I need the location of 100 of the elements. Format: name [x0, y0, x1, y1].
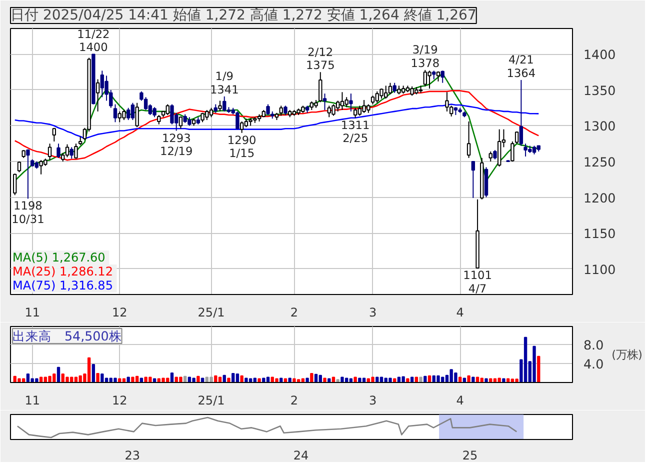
chart-title: 日付 2025/04/25 14:41 始値 1,272 高値 1,272 安値 1,264 終値 1,267 — [10, 8, 476, 24]
text: MA(25) 1,286.12 — [12, 264, 113, 278]
candlestick — [380, 88, 384, 100]
x-tick-label: 4 — [456, 394, 464, 408]
x-tick-label: 11 — [24, 394, 40, 408]
bar — [232, 372, 235, 382]
bar — [284, 378, 288, 382]
x-tick-label: 25 — [462, 448, 478, 462]
y-tick-label: 1350 — [584, 82, 616, 98]
candlestick — [17, 161, 22, 173]
annotation: 1311 2/25 — [340, 118, 370, 146]
chart-title: 出来高 54,500株 — [12, 328, 122, 344]
bar — [428, 375, 432, 382]
candlestick — [493, 150, 497, 160]
candlestick — [445, 92, 449, 112]
bar — [240, 375, 244, 382]
candlestick — [56, 143, 60, 158]
candlestick — [178, 116, 183, 130]
bar — [258, 378, 261, 382]
candlestick — [497, 128, 502, 168]
x-tick-label: 12 — [112, 394, 128, 408]
bar — [118, 378, 122, 382]
bar — [462, 378, 466, 382]
annotation: 1101 4/7 — [463, 268, 492, 296]
bar — [275, 378, 278, 382]
bar — [26, 373, 30, 382]
bar — [288, 378, 292, 382]
candlestick — [488, 150, 492, 162]
candlestick — [222, 96, 226, 112]
x-tick-label: 2 — [290, 306, 298, 320]
bar — [66, 376, 69, 382]
annotation: 4/21 1364 — [506, 52, 536, 80]
bar — [306, 378, 309, 382]
bar — [92, 364, 96, 382]
annotation: 1/9 1341 — [210, 69, 239, 96]
candlestick — [240, 120, 244, 134]
bar — [48, 376, 52, 382]
y-tick-label: 1400 — [584, 47, 616, 62]
bar — [406, 378, 410, 382]
candlestick — [209, 107, 214, 118]
bar — [200, 378, 204, 382]
bar — [310, 372, 314, 382]
bar — [192, 378, 196, 382]
bar — [419, 376, 422, 382]
bar — [179, 376, 182, 382]
candlestick — [332, 104, 336, 116]
candlestick — [510, 140, 514, 162]
bar — [532, 346, 536, 382]
candlestick — [113, 104, 118, 123]
bar — [524, 336, 528, 382]
candlestick — [130, 102, 135, 121]
bar — [314, 374, 318, 382]
candlestick — [52, 127, 56, 142]
text: MA(5) 1,267.60 — [12, 250, 106, 264]
candlestick — [440, 70, 444, 84]
x-tick-label: 4 — [456, 306, 464, 320]
bar — [248, 378, 252, 382]
candlestick — [428, 70, 432, 90]
candlestick — [340, 92, 344, 111]
annotation: 1293 12/19 — [160, 130, 193, 158]
bar — [388, 378, 392, 382]
candlestick — [152, 106, 156, 118]
candlestick — [65, 144, 70, 158]
candlestick — [96, 78, 100, 112]
bar — [467, 375, 470, 382]
y-axis-title: (万株) — [612, 348, 642, 362]
bar — [87, 357, 91, 382]
annotation: 3/19 1378 — [410, 42, 440, 70]
bar — [340, 376, 344, 382]
bar — [472, 376, 475, 382]
candlestick — [318, 72, 322, 103]
candlestick — [279, 105, 283, 116]
y-tick-label: 4.0 — [584, 356, 604, 372]
candlestick — [74, 143, 78, 160]
bar — [214, 375, 218, 382]
bar — [493, 378, 497, 382]
candlestick — [388, 82, 392, 95]
bar — [227, 378, 230, 382]
bar — [104, 378, 108, 382]
candlestick — [519, 79, 524, 146]
bar — [236, 373, 240, 382]
bar — [323, 378, 326, 382]
candlestick — [100, 70, 104, 98]
bar — [280, 378, 283, 382]
candlestick — [166, 104, 170, 116]
bar — [506, 378, 510, 382]
candlestick — [70, 146, 74, 160]
candlestick — [353, 107, 358, 118]
bar — [170, 372, 174, 382]
annotation: 1290 1/15 — [227, 132, 256, 160]
bar — [122, 378, 126, 382]
x-tick-label: 25/1 — [198, 306, 225, 320]
candlestick — [358, 105, 362, 116]
candlestick — [135, 102, 139, 128]
bar — [349, 378, 353, 382]
candlestick — [322, 93, 327, 111]
bar — [301, 378, 305, 382]
annotation: 2/12 1375 — [306, 44, 335, 72]
candlestick — [266, 104, 270, 116]
x-tick-label: 11 — [24, 306, 40, 320]
